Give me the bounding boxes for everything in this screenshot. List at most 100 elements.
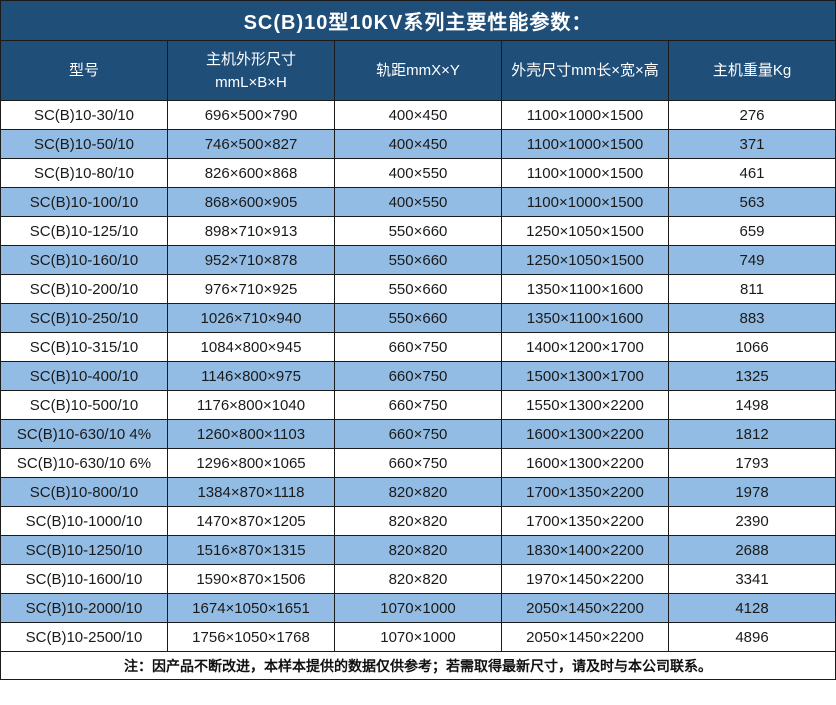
table-cell: 1066 xyxy=(668,332,836,362)
table-cell: 820×820 xyxy=(334,564,502,594)
table-cell: 400×550 xyxy=(334,187,502,217)
table-cell: 1600×1300×2200 xyxy=(501,419,669,449)
table-cell: 660×750 xyxy=(334,419,502,449)
column-header-shell-size: 外壳尺寸mm长×宽×高 xyxy=(501,40,669,101)
page-title: SC(B)10型10KV系列主要性能参数： xyxy=(0,0,836,41)
table-cell: SC(B)10-1250/10 xyxy=(0,535,168,565)
table-row: SC(B)10-630/10 6% 1296×800×1065 660×750 160… xyxy=(0,448,836,478)
table-cell: 811 xyxy=(668,274,836,304)
table-row: SC(B)10-80/10 826×600×868 400×550 1100×1000… xyxy=(0,158,836,188)
table-cell: 660×750 xyxy=(334,361,502,391)
table-cell: 461 xyxy=(668,158,836,188)
table-cell: SC(B)10-1600/10 xyxy=(0,564,168,594)
table-cell: 1550×1300×2200 xyxy=(501,390,669,420)
table-cell: SC(B)10-630/10 6% xyxy=(0,448,168,478)
table-cell: 1260×800×1103 xyxy=(167,419,335,449)
table-cell: 1250×1050×1500 xyxy=(501,216,669,246)
table-body: SC(B)10-30/10 696×500×790 400×450 1100×1000… xyxy=(0,100,836,652)
table-cell: 820×820 xyxy=(334,506,502,536)
table-cell: 1100×1000×1500 xyxy=(501,158,669,188)
table-row: SC(B)10-500/10 1176×800×1040 660×750 1550×1… xyxy=(0,390,836,420)
table-cell: 1500×1300×1700 xyxy=(501,361,669,391)
table-cell: 563 xyxy=(668,187,836,217)
table-row: SC(B)10-315/10 1084×800×945 660×750 1400×12… xyxy=(0,332,836,362)
table-cell: 2050×1450×2200 xyxy=(501,622,669,652)
column-header-dimensions: 主机外形尺寸 mmL×B×H xyxy=(167,40,335,101)
table-row: SC(B)10-2000/10 1674×1050×1651 1070×1000 20… xyxy=(0,593,836,623)
table-cell: 1070×1000 xyxy=(334,622,502,652)
table-cell: 3341 xyxy=(668,564,836,594)
table-cell: 400×450 xyxy=(334,100,502,130)
table-cell: 1026×710×940 xyxy=(167,303,335,333)
table-cell: SC(B)10-50/10 xyxy=(0,129,168,159)
table-row: SC(B)10-250/10 1026×710×940 550×660 1350×11… xyxy=(0,303,836,333)
table-row: SC(B)10-200/10 976×710×925 550×660 1350×110… xyxy=(0,274,836,304)
table-cell: 1146×800×975 xyxy=(167,361,335,391)
table-cell: 1812 xyxy=(668,419,836,449)
table-cell: 371 xyxy=(668,129,836,159)
note-text: 注：因产品不断改进，本样本提供的数据仅供参考；若需取得最新尺寸，请及时与本公司联… xyxy=(0,651,836,680)
table-cell: 550×660 xyxy=(334,245,502,275)
table-cell: 1756×1050×1768 xyxy=(167,622,335,652)
table-cell: 1793 xyxy=(668,448,836,478)
column-header-weight: 主机重量Kg xyxy=(668,40,836,101)
table-cell: 1296×800×1065 xyxy=(167,448,335,478)
table-cell: 1100×1000×1500 xyxy=(501,129,669,159)
table-cell: 1400×1200×1700 xyxy=(501,332,669,362)
table-cell: 952×710×878 xyxy=(167,245,335,275)
table-cell: 820×820 xyxy=(334,535,502,565)
table-cell: 2050×1450×2200 xyxy=(501,593,669,623)
column-header-gauge: 轨距mmX×Y xyxy=(334,40,502,101)
table-cell: 1250×1050×1500 xyxy=(501,245,669,275)
table-cell: 749 xyxy=(668,245,836,275)
table-cell: 1384×870×1118 xyxy=(167,477,335,507)
table-row: SC(B)10-100/10 868×600×905 400×550 1100×100… xyxy=(0,187,836,217)
table-cell: 820×820 xyxy=(334,477,502,507)
table-cell: 746×500×827 xyxy=(167,129,335,159)
table-cell: 660×750 xyxy=(334,332,502,362)
table-cell: 1700×1350×2200 xyxy=(501,477,669,507)
table-cell: 1978 xyxy=(668,477,836,507)
table-row: SC(B)10-50/10 746×500×827 400×450 1100×1000… xyxy=(0,129,836,159)
table-cell: SC(B)10-1000/10 xyxy=(0,506,168,536)
column-header-model: 型号 xyxy=(0,40,168,101)
table-cell: 4128 xyxy=(668,593,836,623)
table-row: SC(B)10-630/10 4% 1260×800×1103 660×750 160… xyxy=(0,419,836,449)
table-cell: SC(B)10-630/10 4% xyxy=(0,419,168,449)
table-row: SC(B)10-1600/10 1590×870×1506 820×820 1970×… xyxy=(0,564,836,594)
table-cell: SC(B)10-315/10 xyxy=(0,332,168,362)
table-cell: SC(B)10-100/10 xyxy=(0,187,168,217)
table-cell: 276 xyxy=(668,100,836,130)
table-cell: 883 xyxy=(668,303,836,333)
table-cell: 898×710×913 xyxy=(167,216,335,246)
table-cell: 1498 xyxy=(668,390,836,420)
table-cell: 2688 xyxy=(668,535,836,565)
table-cell: 1470×870×1205 xyxy=(167,506,335,536)
table-cell: 400×550 xyxy=(334,158,502,188)
table-cell: 1970×1450×2200 xyxy=(501,564,669,594)
table-cell: SC(B)10-125/10 xyxy=(0,216,168,246)
table-cell: SC(B)10-400/10 xyxy=(0,361,168,391)
table-cell: SC(B)10-500/10 xyxy=(0,390,168,420)
table-cell: 1176×800×1040 xyxy=(167,390,335,420)
table-cell: 550×660 xyxy=(334,303,502,333)
table-row: SC(B)10-160/10 952×710×878 550×660 1250×105… xyxy=(0,245,836,275)
table-cell: SC(B)10-200/10 xyxy=(0,274,168,304)
table-cell: SC(B)10-30/10 xyxy=(0,100,168,130)
table-cell: SC(B)10-250/10 xyxy=(0,303,168,333)
table-cell: 660×750 xyxy=(334,390,502,420)
table-cell: 1830×1400×2200 xyxy=(501,535,669,565)
table-cell: SC(B)10-800/10 xyxy=(0,477,168,507)
column-header-row: 型号 主机外形尺寸 mmL×B×H 轨距mmX×Y 外壳尺寸mm长×宽×高 主机… xyxy=(0,40,836,101)
table-cell: 1325 xyxy=(668,361,836,391)
table-row: SC(B)10-30/10 696×500×790 400×450 1100×1000… xyxy=(0,100,836,130)
table-cell: 826×600×868 xyxy=(167,158,335,188)
table-cell: 1350×1100×1600 xyxy=(501,274,669,304)
title-row: SC(B)10型10KV系列主要性能参数： xyxy=(0,0,836,41)
table-cell: 659 xyxy=(668,216,836,246)
table-cell: 660×750 xyxy=(334,448,502,478)
table-cell: 1516×870×1315 xyxy=(167,535,335,565)
table-cell: 2390 xyxy=(668,506,836,536)
table-cell: 400×450 xyxy=(334,129,502,159)
